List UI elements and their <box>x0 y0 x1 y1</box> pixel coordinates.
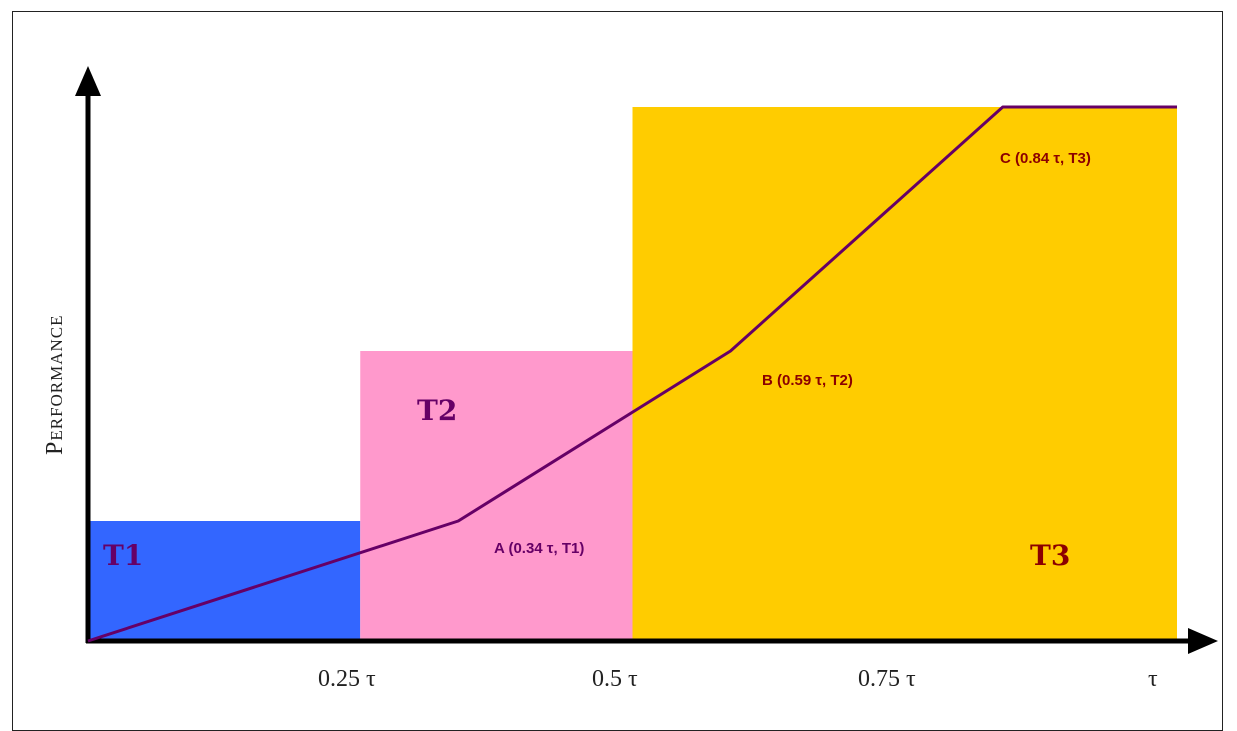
performance-diagram: T1 T2 T3 A (0.34 τ, T1) B (0.59 τ, T2) C (0.8… <box>0 0 1237 708</box>
region-label-t2: T2 <box>417 394 457 427</box>
x-tick-label: 0.5 τ <box>592 666 638 692</box>
x-tick-label: 0.25 τ <box>318 666 376 692</box>
y-axis-label: Performance <box>42 314 68 455</box>
x-axis-arrowhead <box>1188 628 1218 654</box>
point-annotation-a: A (0.34 τ, T1) <box>494 540 584 557</box>
region-label-t3: T3 <box>1030 539 1070 572</box>
region-label-t1: T1 <box>103 539 143 572</box>
y-axis-arrowhead <box>75 66 101 96</box>
point-annotation-c: C (0.84 τ, T3) <box>1000 150 1091 167</box>
point-annotation-b: B (0.59 τ, T2) <box>762 372 853 389</box>
region-t3 <box>633 107 1178 641</box>
x-tick-label: 0.75 τ <box>858 666 916 692</box>
x-tick-label: τ <box>1148 666 1158 692</box>
